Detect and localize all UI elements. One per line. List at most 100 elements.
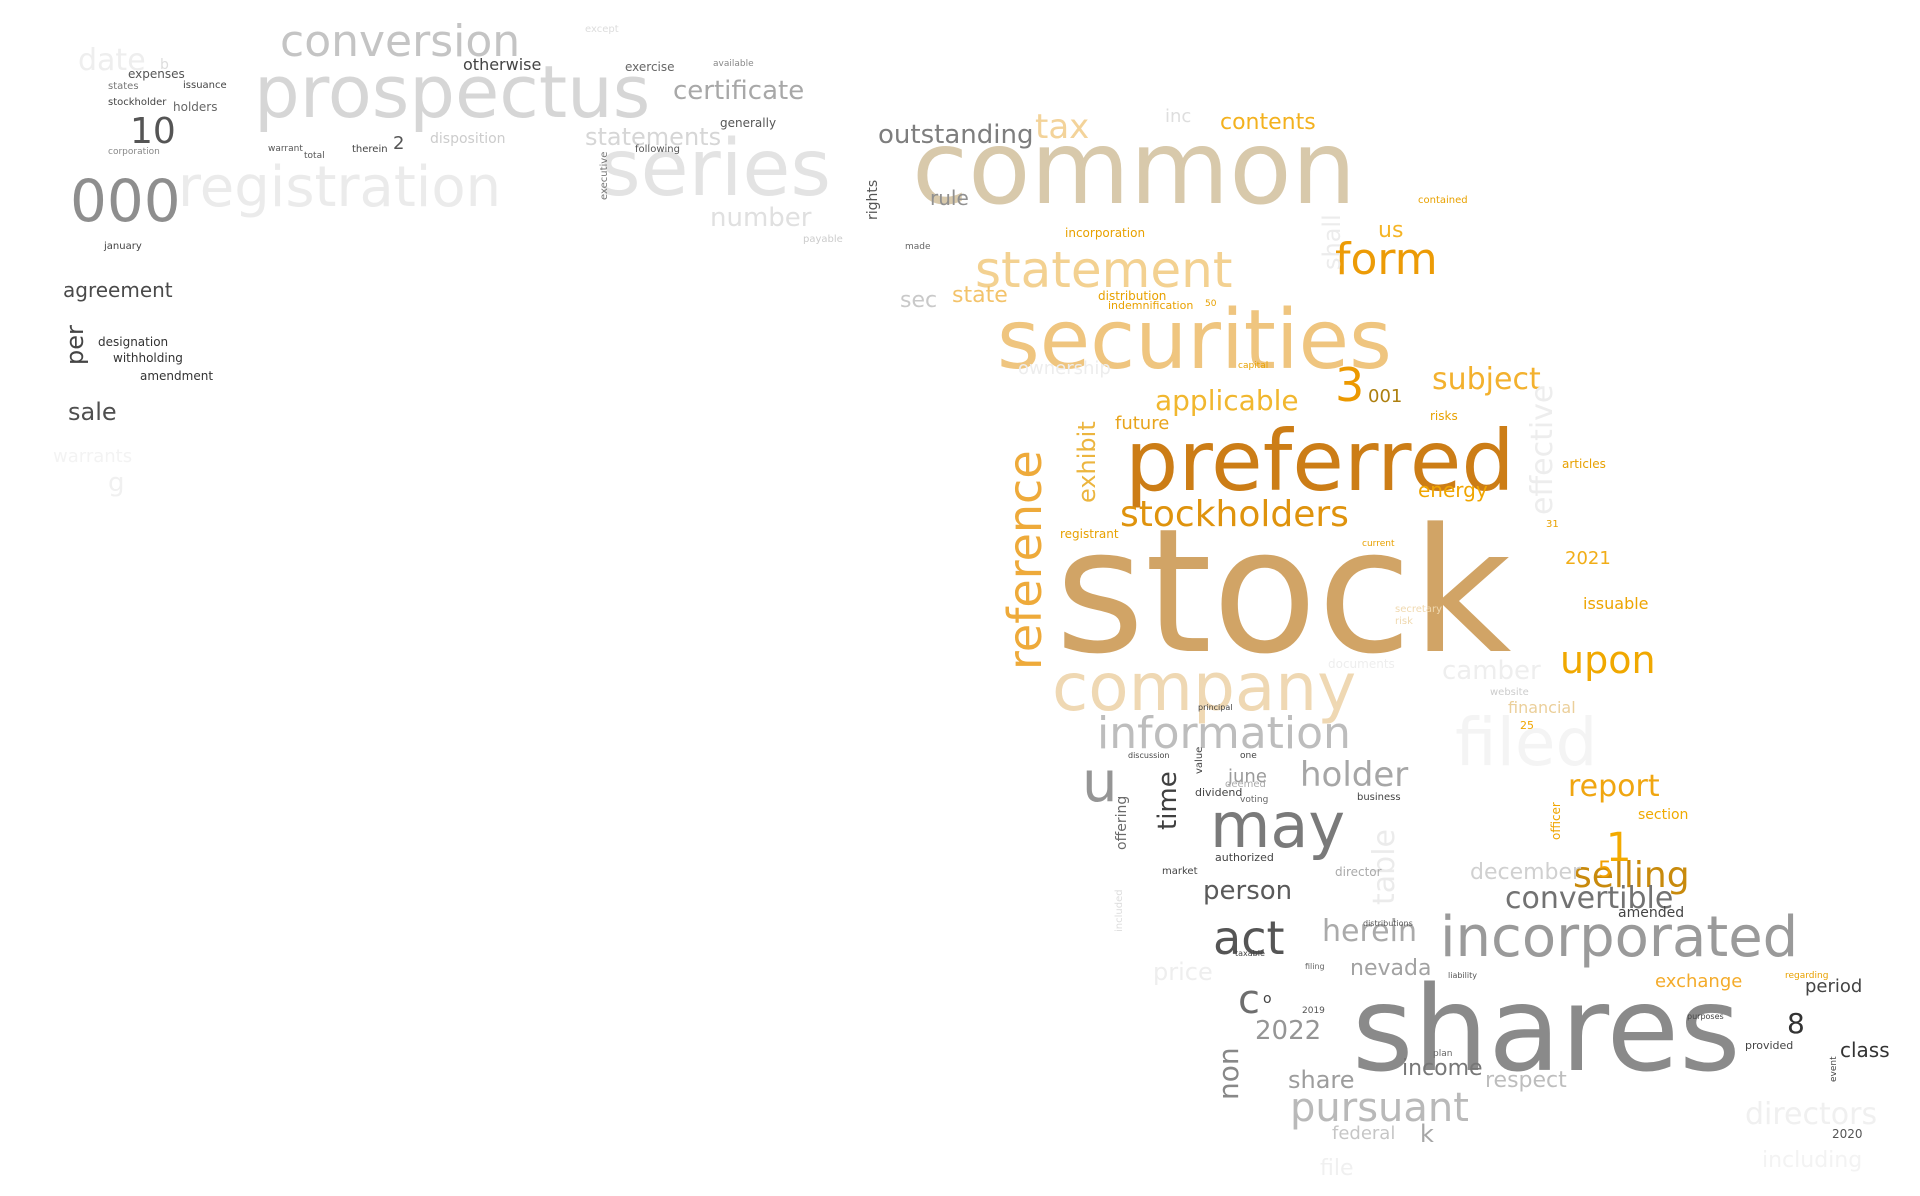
word-holders: holders <box>173 100 218 114</box>
word-upon: upon <box>1560 638 1656 682</box>
word-period: period <box>1805 976 1863 997</box>
word-incorporation: incorporation <box>1065 226 1146 240</box>
word-value: value <box>1194 746 1205 774</box>
word-g: g <box>108 468 125 498</box>
word-2021: 2021 <box>1565 548 1611 569</box>
word-8: 8 <box>1787 1007 1805 1040</box>
word-25: 25 <box>1520 719 1534 732</box>
word-secretary: secretary <box>1395 604 1442 615</box>
word-otherwise: otherwise <box>463 55 542 74</box>
word-event: event <box>1829 1056 1839 1082</box>
word-therein: therein <box>352 144 388 155</box>
word-applicable: applicable <box>1155 384 1299 417</box>
word-prospectus: prospectus <box>254 50 651 134</box>
word-pursuant: pursuant <box>1290 1085 1469 1131</box>
word-nevada: nevada <box>1350 956 1432 981</box>
word-offering: offering <box>1114 795 1130 850</box>
word-including: including <box>1762 1148 1863 1173</box>
word-filed: filed <box>1455 704 1598 781</box>
word-exercise: exercise <box>625 60 675 74</box>
word-corporation: corporation <box>108 147 160 157</box>
word-5: 5 <box>1598 858 1612 883</box>
word-10: 10 <box>130 111 176 152</box>
word-outstanding: outstanding <box>878 120 1034 150</box>
word-federal: federal <box>1332 1123 1396 1144</box>
word-january: january <box>104 241 142 252</box>
word-included: included <box>1114 889 1125 932</box>
word-us: us <box>1378 218 1404 243</box>
word-filing: filing <box>1305 962 1325 971</box>
word-risks: risks <box>1430 409 1458 423</box>
word-share: share <box>1288 1066 1355 1094</box>
word-act: act <box>1213 911 1285 965</box>
word-distributions: distributions <box>1363 919 1413 928</box>
word-taxable: taxable <box>1235 949 1265 958</box>
word-31: 31 <box>1546 519 1559 530</box>
word-director: director <box>1335 865 1382 879</box>
word-inc: inc <box>1165 106 1192 127</box>
word-amended: amended <box>1618 905 1685 921</box>
word-capital: capital <box>1238 361 1269 371</box>
word-articles: articles <box>1562 457 1606 471</box>
word-tax: tax <box>1035 107 1090 147</box>
word-officer: officer <box>1549 802 1563 840</box>
word-2022: 2022 <box>1255 1016 1322 1046</box>
word-plan: plan <box>1433 1049 1453 1059</box>
word-statement: statement <box>975 241 1233 299</box>
word-report: report <box>1568 769 1660 804</box>
word-shall: shall <box>1318 214 1346 270</box>
word-2020: 2020 <box>1832 1127 1863 1141</box>
word-c: c <box>1238 977 1260 1023</box>
word-designation: designation <box>98 335 169 349</box>
word-herein: herein <box>1322 914 1417 949</box>
word-common: common <box>912 109 1357 228</box>
word-series: series <box>600 124 831 214</box>
word-000: 000 <box>70 167 181 235</box>
word-contained: contained <box>1418 195 1468 206</box>
word-selling: selling <box>1573 855 1690 896</box>
word-camber: camber <box>1442 656 1541 686</box>
word-respect: respect <box>1485 1068 1567 1093</box>
word-rule: rule <box>930 186 969 210</box>
word-effective: effective <box>1525 384 1560 515</box>
word-date: date <box>78 43 146 78</box>
word-price: price <box>1153 958 1213 986</box>
word-future: future <box>1115 413 1170 434</box>
word-payable: payable <box>803 234 843 245</box>
word-june: june <box>1228 766 1267 787</box>
word-2019: 2019 <box>1302 1006 1325 1016</box>
word-state: state <box>952 283 1008 308</box>
word-holder: holder <box>1300 755 1409 795</box>
word-amendment: amendment <box>140 369 214 383</box>
word-form: form <box>1335 234 1438 285</box>
word-convertible: convertible <box>1505 881 1674 916</box>
word-available: available <box>713 59 754 69</box>
word-business: business <box>1357 792 1401 803</box>
word-2: 2 <box>393 133 405 154</box>
word-following: following <box>635 144 680 155</box>
word-information: information <box>1097 708 1351 759</box>
word-issuable: issuable <box>1583 594 1649 613</box>
word-financial: financial <box>1508 698 1576 717</box>
word-authorized: authorized <box>1215 851 1274 864</box>
word-withholding: withholding <box>113 351 183 365</box>
word-warrants: warrants <box>53 446 133 467</box>
word-agreement: agreement <box>63 278 173 302</box>
word-sec: sec <box>900 288 938 313</box>
word-reference: reference <box>998 450 1052 670</box>
word-risk: risk <box>1395 616 1413 627</box>
word-one: one <box>1240 751 1257 761</box>
word-50: 50 <box>1205 299 1217 309</box>
word-expenses: expenses <box>128 67 185 81</box>
word-stock: stock <box>1055 491 1512 692</box>
word-stockholder: stockholder <box>108 97 167 108</box>
word-file: file <box>1320 1156 1354 1181</box>
word-current: current <box>1362 539 1395 549</box>
word-deemed: deemed <box>1225 779 1266 790</box>
word-liability: liability <box>1448 971 1477 980</box>
word-made: made <box>905 242 931 252</box>
word-certificate: certificate <box>673 76 805 106</box>
word-class: class <box>1840 1038 1890 1062</box>
word-time: time <box>1153 771 1183 830</box>
word-total: total <box>304 151 325 161</box>
